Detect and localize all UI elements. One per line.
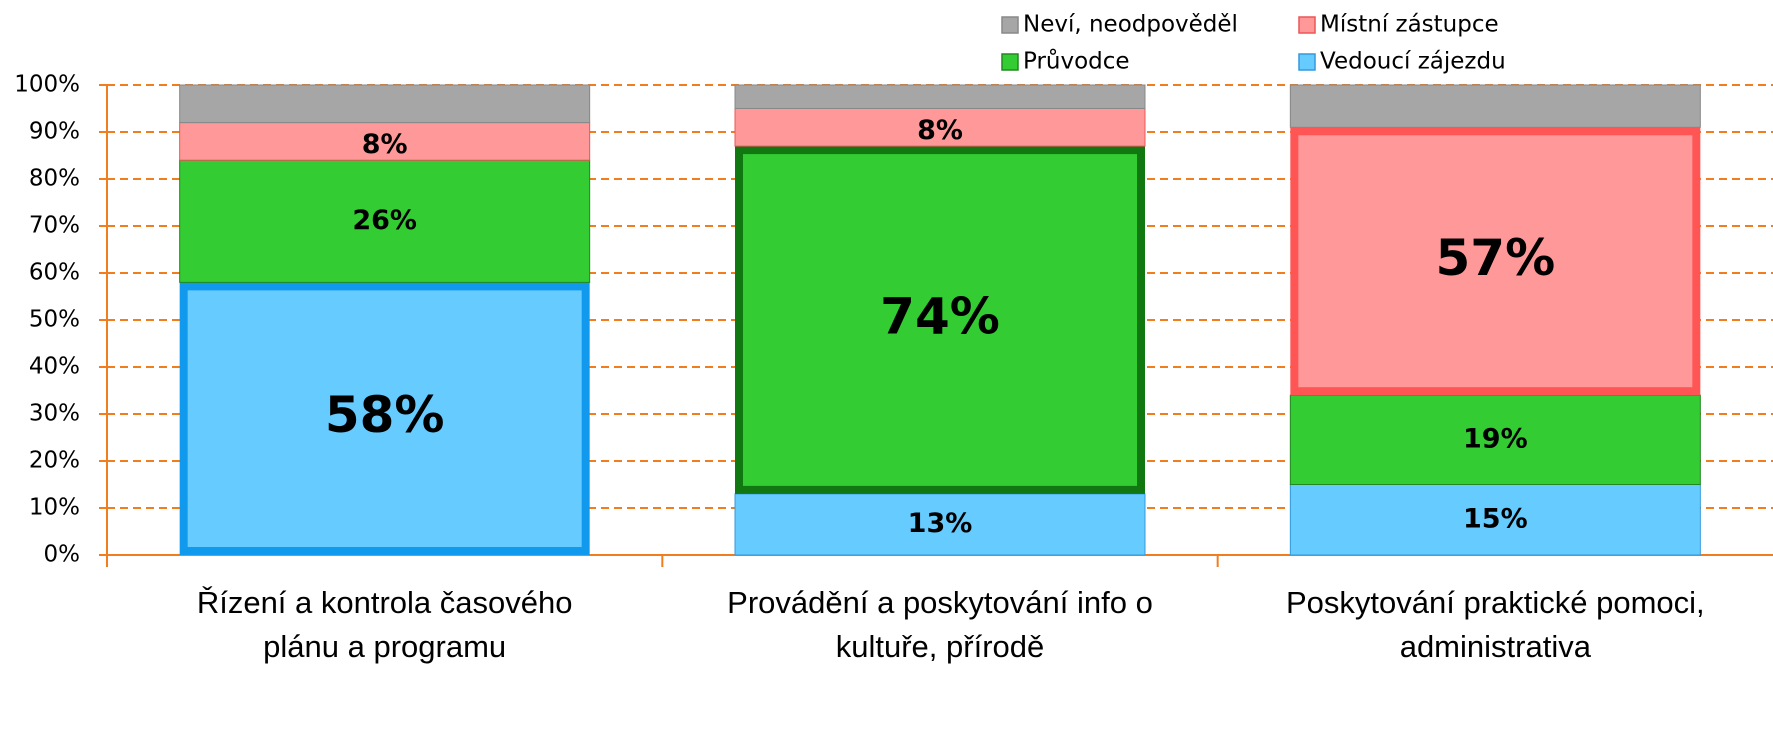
y-tick-label: 20% (29, 448, 80, 474)
x-tick-label: Poskytování praktické pomoci, (1286, 585, 1705, 620)
data-label: 19% (1463, 423, 1528, 454)
bar-segment (1289, 484, 1701, 556)
y-tick-label: 10% (29, 495, 80, 521)
bar-segment (735, 146, 1145, 494)
x-tick-label: administrativa (1400, 629, 1592, 664)
y-tick-label: 80% (29, 166, 80, 192)
bar-segment (1289, 394, 1701, 486)
y-tick-label: 90% (29, 119, 80, 145)
y-tick-label: 30% (29, 401, 80, 427)
x-tick-label: Provádění a poskytování info o (727, 585, 1153, 620)
bar-segment (179, 159, 591, 283)
bar-segment (179, 122, 591, 161)
legend-swatch (1298, 16, 1316, 34)
bar-segment (1290, 127, 1701, 396)
y-tick-label: 40% (29, 354, 80, 380)
legend-label: Vedoucí zájezdu (1320, 49, 1506, 75)
y-tick-label: 60% (29, 260, 80, 286)
legend-swatch (1298, 53, 1316, 71)
bar-segment (1289, 84, 1701, 128)
data-label: 15% (1463, 503, 1528, 534)
y-tick-label: 50% (29, 307, 80, 333)
legend-label: Průvodce (1023, 48, 1130, 75)
bar-segment (179, 282, 590, 555)
data-label: 74% (880, 288, 1000, 346)
y-tick-label: 100% (14, 72, 80, 98)
bar-segment (734, 108, 1146, 147)
data-label: 8% (362, 129, 408, 160)
y-tick-label: 0% (44, 542, 81, 568)
legend-label: Neví, neodpověděl (1023, 12, 1238, 38)
x-tick-label: Řízení a kontrola časového (197, 585, 573, 620)
data-label: 57% (1435, 229, 1555, 287)
data-label: 26% (352, 205, 417, 236)
bar-segment (734, 493, 1146, 556)
legend-label: Místní zástupce (1320, 12, 1499, 38)
x-tick-label: kultuře, přírodě (836, 629, 1045, 664)
data-label: 13% (908, 508, 973, 539)
bar-segment (179, 84, 591, 124)
legend-swatch (1001, 16, 1019, 34)
y-tick-label: 70% (29, 213, 80, 239)
x-tick-label: plánu a programu (263, 629, 506, 664)
data-label: 8% (917, 115, 963, 146)
legend-swatch (1001, 53, 1019, 71)
data-label: 58% (325, 386, 445, 444)
bar-segment (734, 84, 1146, 109)
